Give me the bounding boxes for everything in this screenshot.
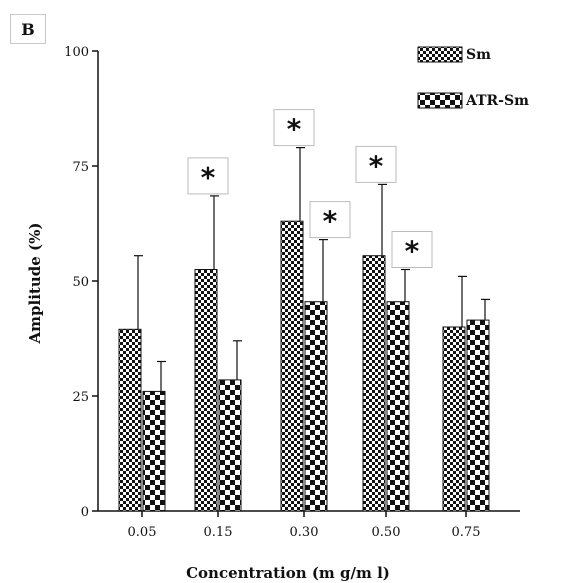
bar-Sm-0.15 xyxy=(194,269,218,512)
y-tick-label-50: 50 xyxy=(72,275,89,290)
x-tick-label-0.75: 0.75 xyxy=(452,525,481,540)
significance-marker-Sm-0.30: * xyxy=(287,113,302,146)
significance-box-Sm-0.30 xyxy=(273,109,315,147)
bar-ATR-Sm-0.50 xyxy=(386,301,410,512)
axes: 0 25 50 75 100 0.05 0.15 0.30 0.50 0.75 xyxy=(64,45,520,540)
legend-label-ATR-Sm: ATR-Sm xyxy=(465,93,529,109)
y-axis-label: Amplitude (%) xyxy=(26,223,44,345)
bar-Sm-0.05 xyxy=(118,328,142,512)
significance-box-Sm-0.50 xyxy=(355,145,397,183)
y-tick-label-100: 100 xyxy=(64,45,89,60)
legend-swatch-Sm xyxy=(417,46,463,63)
bar-Sm-0.50 xyxy=(362,255,386,512)
x-tick-label-0.05: 0.05 xyxy=(128,525,157,540)
panel-label-text: B xyxy=(21,19,35,39)
significance-box-ATR-Sm-0.30 xyxy=(309,201,351,239)
significance-marker-Sm-0.15: * xyxy=(201,161,216,194)
bars: * * * * * xyxy=(118,109,490,512)
panel-label: B xyxy=(10,14,46,44)
significance-marker-ATR-Sm-0.50: * xyxy=(405,235,420,268)
bar-ATR-Sm-0.15 xyxy=(218,379,242,512)
x-tick-label-0.30: 0.30 xyxy=(290,525,319,540)
x-axis-label: Concentration (m g/m l) xyxy=(186,564,390,582)
bar-ATR-Sm-0.05 xyxy=(142,390,166,512)
axis-labels: Amplitude (%) Concentration (m g/m l) xyxy=(26,223,390,582)
significance-marker-ATR-Sm-0.30: * xyxy=(323,205,338,238)
legend-swatch-ATR-Sm xyxy=(417,92,463,109)
x-tick-label-0.50: 0.50 xyxy=(372,525,401,540)
bar-Sm-0.30 xyxy=(280,220,304,512)
significance-marker-Sm-0.50: * xyxy=(369,149,384,182)
significance-box-ATR-Sm-0.50 xyxy=(391,231,433,268)
y-tick-label-0: 0 xyxy=(81,505,89,520)
bar-Sm-0.75 xyxy=(442,326,466,512)
significance-box-Sm-0.15 xyxy=(187,157,229,195)
legend: Sm ATR-Sm xyxy=(417,46,529,109)
y-tick-label-75: 75 xyxy=(72,160,89,175)
legend-label-Sm: Sm xyxy=(466,47,491,63)
x-tick-label-0.15: 0.15 xyxy=(204,525,233,540)
y-tick-label-25: 25 xyxy=(72,390,89,405)
bar-ATR-Sm-0.75 xyxy=(466,319,490,512)
bar-ATR-Sm-0.30 xyxy=(304,301,328,512)
